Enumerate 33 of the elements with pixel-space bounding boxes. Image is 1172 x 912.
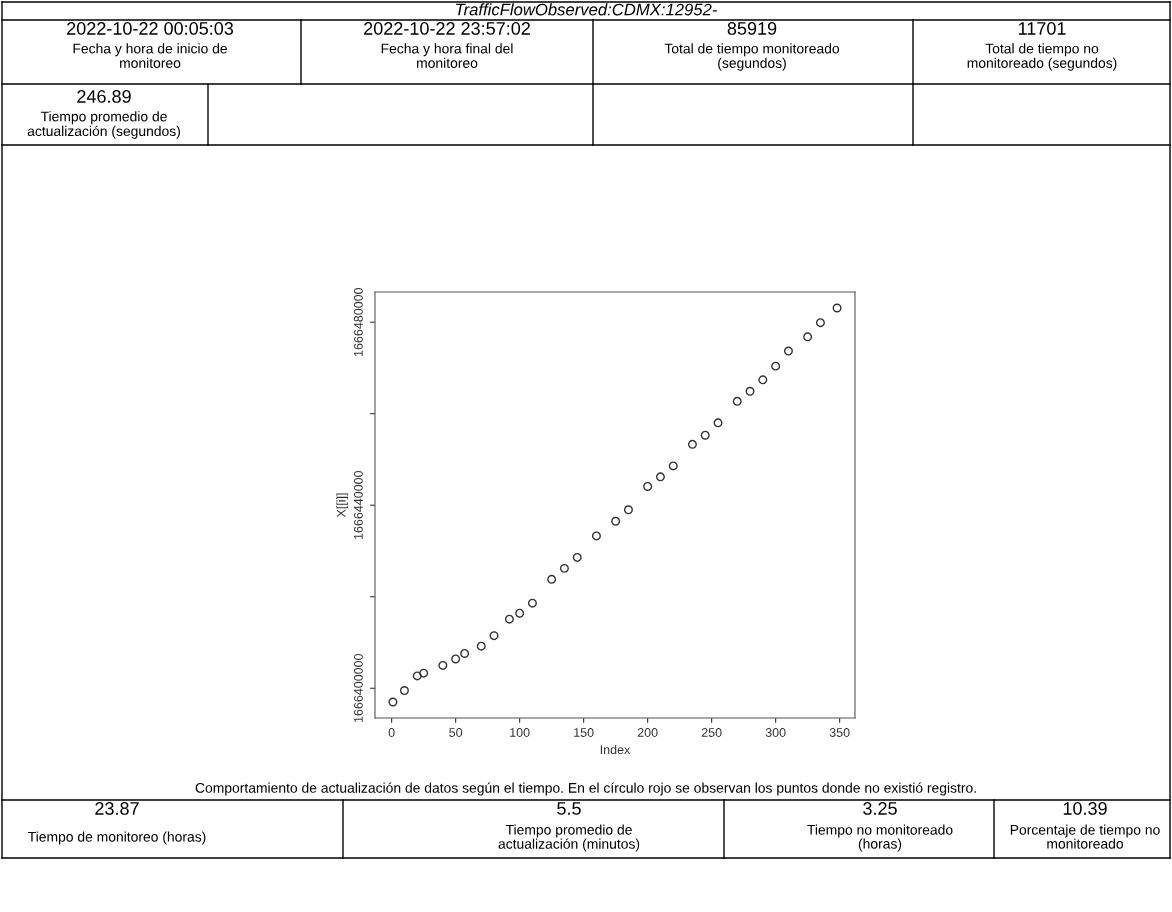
text: Fecha y hora de inicio de monitoreo <box>73 43 227 68</box>
x-tick-label: 200 <box>637 728 658 737</box>
text: 246.89 <box>77 90 131 103</box>
text: Tiempo de monitoreo (horas) <box>28 831 206 845</box>
text: Tiempo promedio de actualización (segundos) <box>27 111 180 139</box>
text: 23.87 <box>95 802 139 815</box>
y-tick-label: 1666480000 <box>353 287 363 356</box>
x-tick-label: 150 <box>574 728 594 737</box>
text: 10.39 <box>1063 802 1107 815</box>
x-tick-label: 100 <box>510 728 530 737</box>
y-tick-label: 1666440000 <box>353 470 363 540</box>
x-tick-label: 350 <box>829 728 850 737</box>
y-axis-title: X[[i]] <box>336 493 349 518</box>
text: 2022-10-22 00:05:03 <box>67 22 234 35</box>
text: Tiempo promedio de actualización (minutos) <box>498 824 640 852</box>
text: Total de tiempo no monitoreado (segundos) <box>967 43 1117 71</box>
x-axis-title: Index <box>600 744 631 755</box>
chart-title: TrafficFlowObserved:CDMX:12952- <box>456 3 718 16</box>
y-tick-label: 1666400000 <box>353 653 363 723</box>
text: 11701 <box>1018 22 1066 35</box>
x-tick-label: 250 <box>701 728 722 737</box>
text: 5.5 <box>557 802 581 815</box>
text: 3.25 <box>863 802 897 815</box>
text: Tiempo no monitoreado (horas) <box>807 824 953 852</box>
x-tick-label: 0 <box>388 728 395 737</box>
text: Porcentaje de tiempo no monitoreado <box>1010 824 1160 849</box>
text: Total de tiempo monitoreado (segundos) <box>664 43 840 71</box>
text: Fecha y hora final del monitoreo <box>381 43 513 68</box>
x-tick-label: 300 <box>765 728 786 737</box>
text: 2022-10-22 23:57:02 <box>364 22 530 35</box>
x-tick-label: 50 <box>449 728 463 737</box>
text: 85919 <box>727 22 777 35</box>
text: Comportamiento de actualización de datos según el tiempo. En el círculo rojo se observan los puntos donde no existió registro. <box>195 782 976 796</box>
